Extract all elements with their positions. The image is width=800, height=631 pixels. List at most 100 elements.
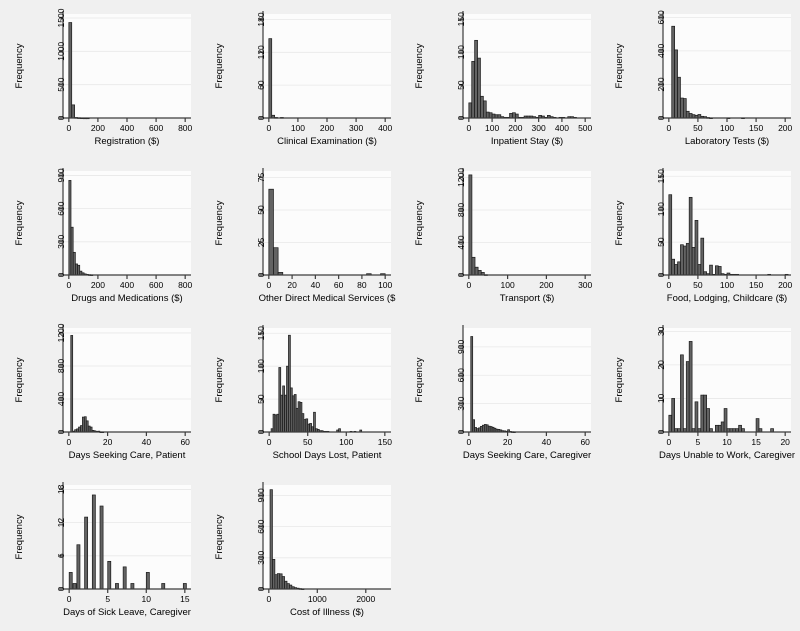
plot-area [263,171,391,275]
histogram-bar [680,244,684,276]
x-tick-label: 2000 [356,594,375,604]
y-tick-label: 150 [656,169,666,183]
histogram-bar [703,394,707,433]
x-axis-title: Other Direct Medical Services ($ [259,293,396,304]
y-axis-title: Frequency [14,357,25,402]
histogram-bar [485,111,490,119]
x-tick-label: 0 [666,123,671,133]
histogram-panel: 0 300 600 900 0 1000 2000 Cost of Illness ($) Fr… [200,471,400,628]
y-tick-label: 6 [56,553,66,558]
histogram-bar [674,49,678,119]
x-tick-label: 60 [334,280,344,290]
histogram-bar [691,246,696,276]
y-axis-title: Frequency [414,43,425,88]
x-tick-label: 0 [66,437,71,447]
x-tick-label: 300 [349,123,363,133]
y-tick-label: 100 [456,45,466,59]
histogram-bar [182,583,187,590]
y-tick-label: 900 [56,168,66,182]
x-axis-title: Days Seeking Care, Patient [69,450,186,461]
y-axis-title: Frequency [614,200,625,245]
x-tick-label: 100 [291,123,305,133]
histogram-bar [71,104,75,119]
x-tick-label: 100 [720,123,734,133]
x-axis-title: Days of Sick Leave, Caregiver [63,607,191,618]
y-axis-title: Frequency [414,357,425,402]
y-tick-label: 50 [256,205,266,215]
histogram-bar [122,566,127,590]
x-tick-label: 600 [149,123,163,133]
histogram-bar [683,98,687,119]
y-tick-label: 0 [256,429,266,434]
x-tick-label: 0 [266,594,271,604]
histogram-bar [130,583,135,590]
y-tick-label: 400 [456,235,466,249]
histogram-bar [268,38,273,119]
x-tick-label: 100 [485,123,499,133]
histogram-bar [700,237,705,276]
histogram-bar [274,574,278,590]
y-tick-label: 50 [256,394,266,404]
y-tick-label: 300 [256,550,266,564]
x-tick-label: 100 [720,280,734,290]
histogram-bar [269,489,273,590]
y-tick-label: 50 [456,80,466,90]
plot-area [263,485,391,589]
y-tick-label: 200 [656,77,666,91]
x-tick-label: 60 [180,437,190,447]
histogram-bar [512,112,516,119]
x-tick-label: 200 [320,123,334,133]
histogram-bar [488,112,493,119]
y-tick-label: 0 [56,272,66,277]
x-axis-title: Food, Lodging, Childcare ($) [667,293,787,304]
histogram-bar [700,394,705,433]
x-tick-label: 50 [303,437,313,447]
y-tick-label: 400 [56,392,66,406]
histogram-bar [677,76,681,119]
histogram-bar [471,256,476,276]
plot-area [63,328,191,432]
histogram-bar [694,401,699,433]
x-tick-label: 0 [66,280,71,290]
x-tick-label: 400 [555,123,569,133]
histogram-bar [474,266,479,276]
histogram-bar [70,335,74,433]
histogram-bar [145,572,150,590]
histogram-bar [161,583,166,590]
histogram-bar [107,560,112,590]
x-tick-label: 5 [696,437,701,447]
x-tick-label: 0 [466,280,471,290]
histogram-bar [709,264,713,276]
histogram-bar [480,95,484,119]
y-tick-label: 500 [56,77,66,91]
x-tick-label: 0 [267,437,272,447]
x-tick-label: 10 [142,594,152,604]
histogram-bar [268,188,274,276]
x-tick-label: 500 [578,123,592,133]
histogram-bar [680,354,684,433]
y-tick-label: 300 [456,396,466,410]
x-tick-label: 400 [120,123,134,133]
histogram-bar [474,39,478,119]
plot-area [463,171,591,275]
plot-area [63,485,191,589]
x-tick-label: 300 [578,280,592,290]
y-tick-label: 900 [456,340,466,354]
histogram-bar [76,544,81,590]
x-axis-title: Registration ($) [95,136,160,147]
y-axis-title: Frequency [214,43,225,88]
plot-area [463,328,591,432]
histogram-bar [91,494,96,590]
y-tick-label: 120 [256,45,266,59]
x-tick-label: 20 [103,437,113,447]
x-axis-title: Transport ($) [500,293,555,304]
x-tick-label: 40 [142,437,152,447]
y-axis-title: Frequency [14,200,25,245]
y-tick-label: 12 [56,518,66,528]
x-tick-label: 20 [287,280,297,290]
histogram-bar [115,583,119,590]
histogram-bar [668,194,673,276]
histogram-panel: 0 25 50 75 0 20 40 60 80 100 Other Direct Medical … [200,157,400,314]
y-tick-label: 0 [656,429,666,434]
histogram-bar [688,341,693,433]
